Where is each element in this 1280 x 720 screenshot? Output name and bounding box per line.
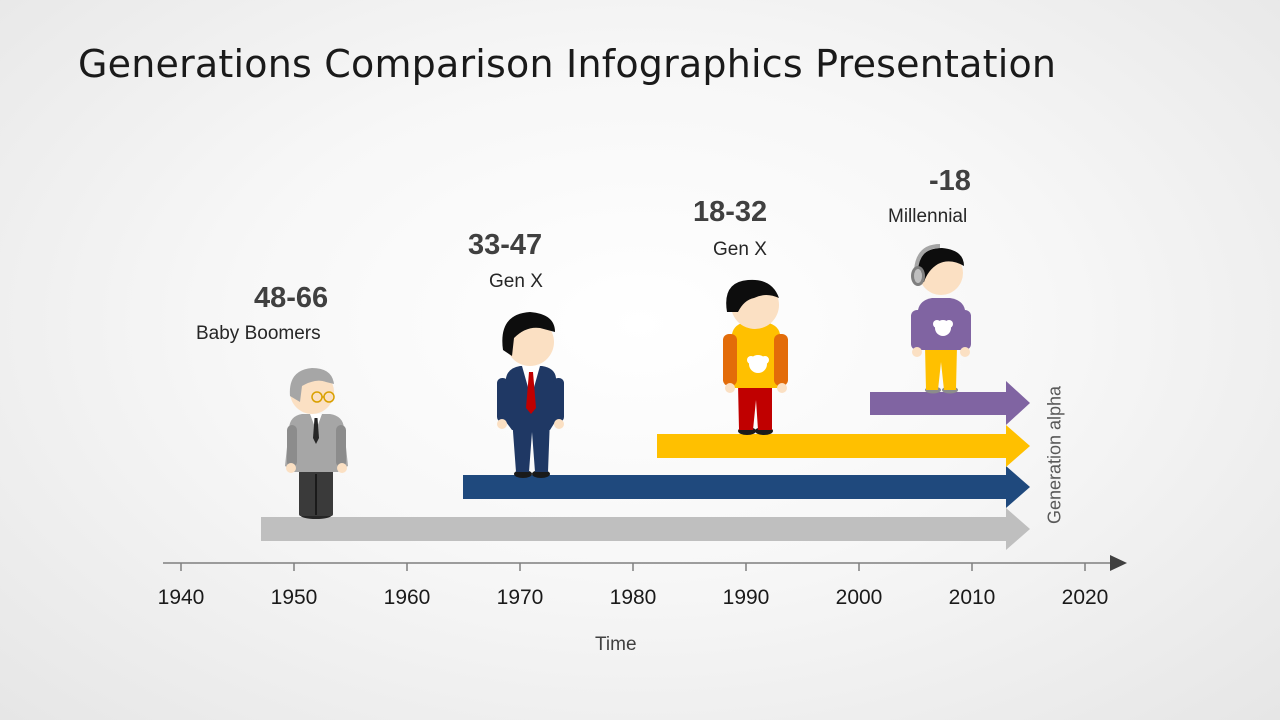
generation-arrow-baby-boomers: [261, 508, 1030, 550]
grandpa-figure-icon: [285, 368, 348, 519]
age-range-millennial: -18: [929, 165, 971, 197]
slide-title: Generations Comparison Infographics Pres…: [78, 42, 1057, 86]
axis-tick-label: 2000: [835, 586, 883, 609]
generation-arrow-gen-x: [463, 466, 1030, 508]
generation-label-baby-boomers: Baby Boomers: [196, 323, 321, 344]
axis-tick-label: 2020: [1061, 586, 1109, 609]
generation-label-gen-y: Gen X: [713, 239, 767, 260]
businessman-figure-icon: [497, 312, 564, 478]
generation-label-millennial: Millennial: [888, 206, 968, 227]
age-range-baby-boomers: 48-66: [254, 282, 329, 314]
axis-title: Time: [595, 634, 637, 655]
axis-tick-label: 1950: [270, 586, 318, 609]
axis-tick-label: 1990: [722, 586, 770, 609]
age-range-gen-x: 33-47: [468, 229, 543, 261]
axis-tick-label: 1980: [609, 586, 657, 609]
axis-tick-label: 1970: [496, 586, 544, 609]
teen-headphones-figure-icon: [911, 244, 971, 394]
time-axis: [163, 555, 1127, 571]
axis-tick-label: 1940: [157, 586, 205, 609]
axis-arrowhead-icon: [1110, 555, 1127, 571]
generation-alpha-label: Generation alpha: [1044, 385, 1065, 525]
axis-tick-label: 2010: [948, 586, 996, 609]
age-range-gen-y: 18-32: [693, 196, 768, 228]
axis-tick-label: 1960: [383, 586, 431, 609]
generation-arrow-gen-y: [657, 425, 1030, 467]
generation-label-gen-x: Gen X: [489, 271, 543, 292]
young-man-figure-icon: [723, 279, 788, 435]
generation-arrow-millennial: [870, 381, 1030, 425]
